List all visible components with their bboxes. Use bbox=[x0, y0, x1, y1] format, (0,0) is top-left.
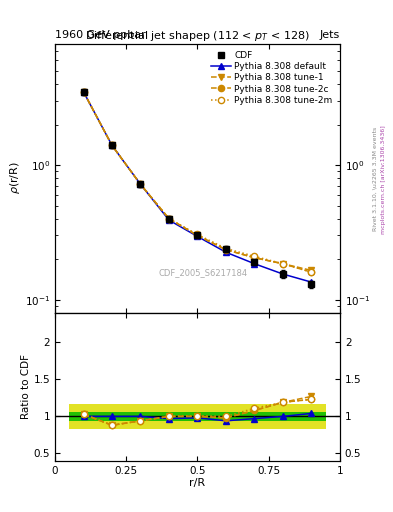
Text: Rivet 3.1.10, \u2265 3.3M events: Rivet 3.1.10, \u2265 3.3M events bbox=[373, 127, 378, 231]
Title: Differential jet shapep (112 < $p_T$ < 128): Differential jet shapep (112 < $p_T$ < 1… bbox=[85, 29, 310, 44]
Text: mcplots.cern.ch [arXiv:1306.3436]: mcplots.cern.ch [arXiv:1306.3436] bbox=[381, 125, 386, 233]
Text: CDF_2005_S6217184: CDF_2005_S6217184 bbox=[159, 268, 248, 277]
Text: 1960 GeV ppbar: 1960 GeV ppbar bbox=[55, 30, 146, 40]
Legend: CDF, Pythia 8.308 default, Pythia 8.308 tune-1, Pythia 8.308 tune-2c, Pythia 8.3: CDF, Pythia 8.308 default, Pythia 8.308 … bbox=[208, 48, 336, 108]
Y-axis label: Ratio to CDF: Ratio to CDF bbox=[21, 354, 31, 419]
X-axis label: r/R: r/R bbox=[189, 478, 206, 488]
Y-axis label: $\rho$(r/R): $\rho$(r/R) bbox=[8, 162, 22, 195]
Text: Jets: Jets bbox=[320, 30, 340, 40]
